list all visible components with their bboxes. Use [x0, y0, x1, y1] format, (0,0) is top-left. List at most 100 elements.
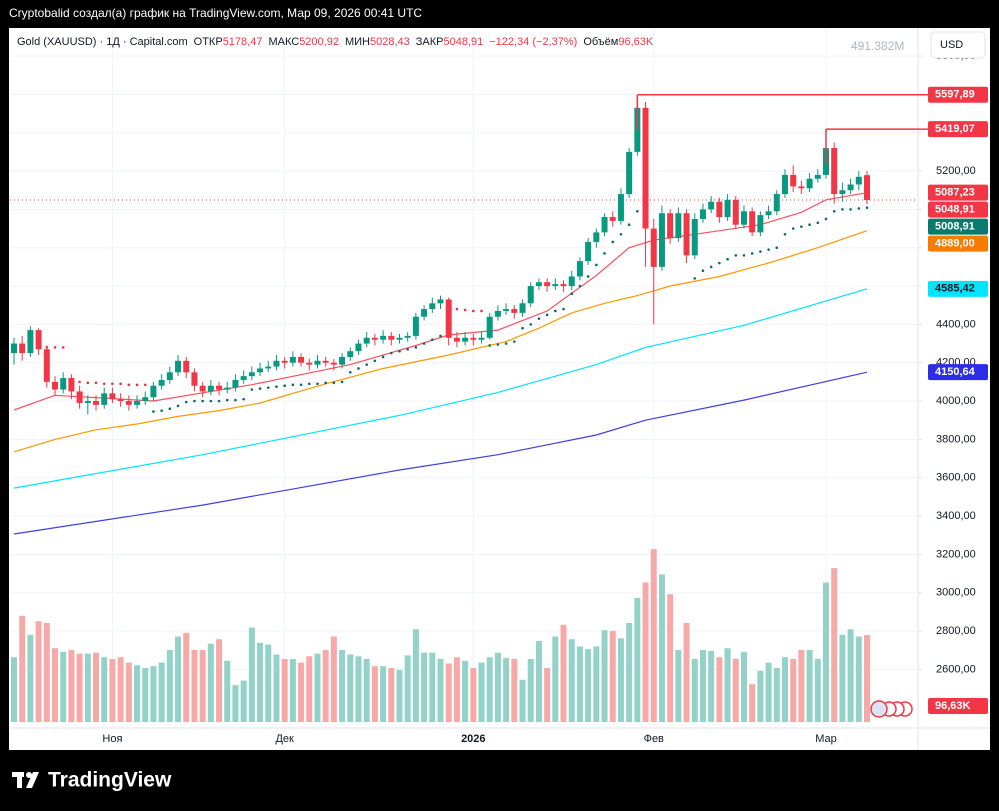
y-tick-label: 5200,00	[936, 165, 976, 177]
volume-bar	[330, 636, 337, 722]
sar-dot	[201, 399, 204, 403]
candle-body	[150, 385, 157, 398]
sar-dot	[701, 269, 705, 273]
volume-bar	[814, 659, 821, 722]
sar-dot	[734, 254, 738, 257]
sar-dot	[234, 398, 237, 402]
price-tag-label: 4150,64	[935, 366, 976, 378]
candle-body	[117, 399, 124, 402]
volume-bar	[470, 668, 477, 722]
price-tag-label: 4585,42	[935, 283, 975, 295]
candle-body	[773, 194, 780, 212]
candle-body	[191, 372, 198, 386]
sar-dot	[578, 284, 582, 288]
candle-body	[380, 335, 387, 340]
sar-dot	[291, 383, 295, 387]
volume-bar	[19, 615, 26, 722]
volume-bar	[568, 639, 575, 722]
price-tag	[928, 201, 988, 218]
volume-bar	[273, 654, 280, 722]
sar-dot	[143, 383, 147, 387]
candle-body	[757, 215, 764, 233]
sar-dot	[357, 367, 360, 370]
volume-bar	[749, 684, 756, 722]
volume-bar	[52, 648, 59, 722]
volume-bar	[650, 549, 657, 722]
volume-bar	[339, 650, 346, 722]
candle-body	[560, 284, 567, 287]
field-value: 5048,91	[443, 36, 483, 48]
volume-bar	[199, 650, 206, 722]
candle-body	[19, 343, 26, 354]
ma-line	[13, 230, 868, 453]
candle-body	[412, 316, 419, 336]
candle-body	[142, 397, 149, 402]
price-tag-label: 5008,91	[935, 221, 975, 233]
candle-body	[634, 107, 641, 152]
candle-body	[576, 261, 583, 277]
sar-dot	[709, 265, 713, 269]
sar-dot	[242, 397, 245, 401]
logo-shape	[26, 772, 32, 778]
volume-total: 491.382M	[851, 39, 904, 53]
sar-dot	[775, 246, 779, 250]
volume-bar	[109, 659, 116, 722]
candle-body	[617, 194, 624, 221]
volume-tag-label: 96,63K	[935, 700, 971, 712]
candle-body	[593, 232, 600, 242]
sar-dot	[750, 252, 754, 255]
volume-bar	[781, 657, 788, 722]
candle-body	[158, 379, 165, 386]
x-tick-label: Фев	[644, 733, 664, 745]
sar-dot	[586, 275, 590, 278]
volume-bar	[798, 650, 805, 722]
candle-body	[265, 366, 272, 369]
candle-body	[371, 337, 378, 340]
volume-bar	[634, 597, 641, 722]
logo-shape	[17, 772, 22, 788]
volume-bar	[757, 670, 764, 722]
volume-bar	[166, 650, 173, 722]
y-tick-label: 4000,00	[936, 395, 976, 407]
volume-pane	[11, 549, 870, 722]
y-tick-label: 3600,00	[936, 472, 976, 484]
candle-body	[847, 184, 854, 191]
sar-dot	[152, 410, 155, 413]
volume-tag	[928, 698, 988, 714]
volume-bar	[421, 652, 428, 722]
y-tick-label: 3000,00	[936, 587, 976, 599]
candle-body	[749, 211, 756, 233]
candle-body	[453, 337, 460, 342]
event-icons	[870, 700, 913, 718]
currency-label[interactable]: USD	[940, 39, 963, 51]
sar-dot	[513, 340, 516, 343]
candle-body	[675, 213, 682, 239]
candle-body	[519, 303, 526, 313]
candle-body	[43, 349, 50, 382]
sar-dot	[258, 387, 262, 390]
sar-dot	[381, 355, 385, 359]
volume-bar	[207, 643, 214, 722]
volume-bar	[76, 653, 83, 722]
sar-dot	[135, 383, 139, 387]
candle-body	[84, 401, 91, 403]
volume-bar	[314, 653, 321, 722]
price-tag	[928, 218, 988, 235]
sar-dot	[832, 210, 836, 213]
candle-body	[864, 175, 870, 201]
sar-dot	[94, 381, 98, 385]
price-tag-label: 5597,89	[935, 89, 975, 101]
volume-bar	[183, 632, 190, 722]
sar-dot	[209, 399, 213, 403]
volume-bar	[831, 568, 838, 722]
candle-body	[240, 376, 247, 380]
watermark: Cryptobalid создал(а) график на TradingV…	[9, 6, 422, 20]
currency-button[interactable]	[930, 31, 986, 59]
sar-dot	[53, 346, 57, 349]
sar-dot	[111, 382, 114, 386]
candle-body	[273, 360, 280, 367]
volume-bar	[158, 662, 165, 722]
volume-bar	[117, 657, 124, 722]
candle-body	[314, 360, 321, 365]
field-name: МИН	[345, 36, 370, 48]
